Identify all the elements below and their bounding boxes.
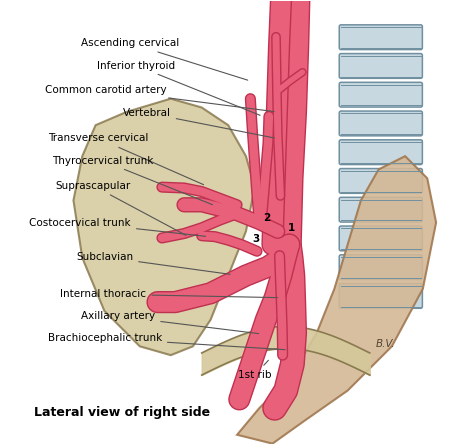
Text: Transverse cervical: Transverse cervical [48,134,204,185]
FancyBboxPatch shape [339,197,422,222]
FancyBboxPatch shape [339,255,422,279]
Text: Thyrocervical trunk: Thyrocervical trunk [52,156,212,205]
Text: 3: 3 [253,235,260,244]
Text: Costocervical trunk: Costocervical trunk [29,218,206,236]
Text: Subclavian: Subclavian [76,252,230,274]
Text: Brachiocephalic trunk: Brachiocephalic trunk [48,333,285,350]
Text: B.V.: B.V. [375,339,395,349]
Text: 1: 1 [287,223,295,233]
Text: Vertebral: Vertebral [123,108,274,138]
FancyBboxPatch shape [339,226,422,251]
Text: Ascending cervical: Ascending cervical [82,38,248,80]
Polygon shape [237,156,436,444]
FancyBboxPatch shape [339,169,422,193]
Text: Axillary artery: Axillary artery [81,311,259,334]
FancyBboxPatch shape [339,111,422,136]
Polygon shape [73,99,255,355]
Text: Internal thoracic: Internal thoracic [61,289,278,299]
Text: Suprascapular: Suprascapular [56,181,186,235]
Text: 1st rib: 1st rib [238,360,272,380]
FancyBboxPatch shape [339,25,422,49]
FancyBboxPatch shape [339,283,422,308]
FancyBboxPatch shape [339,140,422,165]
Text: Inferior thyroid: Inferior thyroid [97,61,260,115]
Text: Lateral view of right side: Lateral view of right side [34,406,210,419]
Text: Common carotid artery: Common carotid artery [45,85,274,112]
FancyBboxPatch shape [339,82,422,107]
Text: 2: 2 [263,213,270,223]
FancyBboxPatch shape [339,53,422,78]
